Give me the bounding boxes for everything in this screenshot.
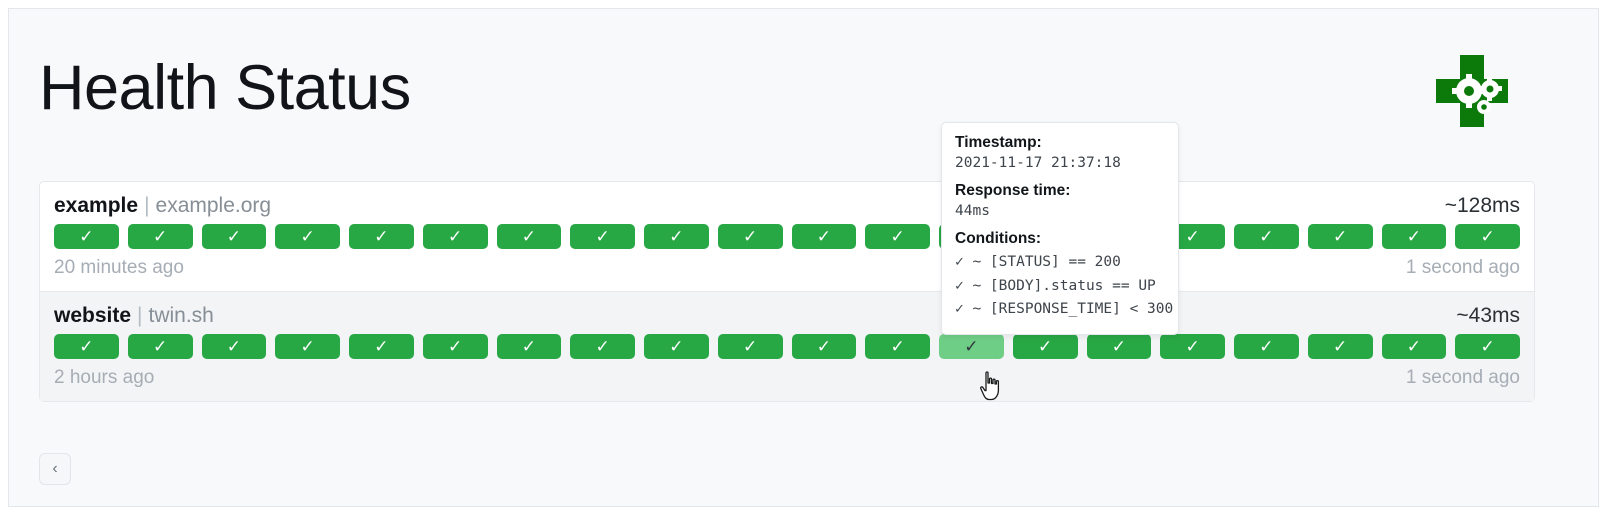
- newest-check-label: 1 second ago: [1405, 367, 1520, 388]
- status-bar[interactable]: ✓: [717, 224, 783, 249]
- tooltip-response-time-value: 44ms: [955, 203, 990, 219]
- status-bar[interactable]: ✓: [201, 224, 267, 249]
- status-bar[interactable]: ✓: [275, 334, 340, 359]
- status-bar[interactable]: ✓: [1307, 224, 1373, 249]
- endpoint-host: example.org: [155, 194, 272, 217]
- chevron-left-icon: ‹: [52, 460, 58, 477]
- tooltip-timestamp-label: Timestamp:: [955, 134, 1042, 151]
- health-status-page: Health Status: [8, 8, 1599, 507]
- status-bar[interactable]: ✓: [54, 334, 119, 359]
- endpoint-row-example: example | example.org ~128ms ✓ ✓ ✓ ✓ ✓ ✓ ✓…: [40, 182, 1534, 291]
- status-bar[interactable]: ✓: [349, 224, 414, 249]
- status-bar[interactable]: ✓: [1234, 334, 1299, 359]
- status-bar[interactable]: ✓: [1381, 224, 1447, 249]
- status-bar-hovered[interactable]: ✓: [939, 334, 1004, 359]
- endpoint-name: example: [54, 194, 139, 217]
- status-bar[interactable]: ✓: [644, 334, 709, 359]
- status-bar[interactable]: ✓: [1455, 334, 1520, 359]
- status-bar-group: ✓ ✓ ✓ ✓ ✓ ✓ ✓ ✓ ✓ ✓ ✓ ✓ ✓ ✓ ✓ ✓ ✓ ✓ ✓ ✓: [54, 224, 1520, 249]
- page-header: Health Status: [39, 37, 1568, 147]
- status-bar[interactable]: ✓: [127, 334, 193, 359]
- status-bar[interactable]: ✓: [275, 224, 340, 249]
- tooltip-response-time-label: Response time:: [955, 182, 1071, 199]
- endpoint-host: twin.sh: [148, 304, 214, 327]
- status-bar[interactable]: ✓: [865, 334, 930, 359]
- status-bar[interactable]: ✓: [1234, 224, 1299, 249]
- tooltip-condition: ✓ ~ [BODY].status == UP: [955, 277, 1156, 294]
- status-bar[interactable]: ✓: [791, 224, 857, 249]
- endpoint-separator: |: [144, 194, 150, 217]
- tooltip-timestamp-value: 2021-11-17 21:37:18: [955, 155, 1121, 171]
- green-cross-gears-logo: [1424, 49, 1520, 145]
- endpoint-footer: 2 hours ago 1 second ago: [54, 367, 1520, 391]
- status-bar[interactable]: ✓: [717, 334, 783, 359]
- status-bar[interactable]: ✓: [644, 224, 709, 249]
- endpoint-response-time: ~43ms: [1456, 304, 1520, 327]
- previous-page-button[interactable]: ‹: [39, 453, 71, 485]
- status-bar-group: ✓ ✓ ✓ ✓ ✓ ✓ ✓ ✓ ✓ ✓ ✓ ✓ ✓ ✓ ✓ ✓ ✓ ✓ ✓ ✓: [54, 334, 1520, 359]
- status-bar[interactable]: ✓: [496, 224, 562, 249]
- endpoint-name: website: [54, 304, 132, 327]
- status-bar[interactable]: ✓: [1307, 334, 1373, 359]
- endpoint-header: example | example.org ~128ms: [54, 194, 1520, 220]
- status-bar[interactable]: ✓: [1086, 334, 1152, 359]
- status-bar[interactable]: ✓: [865, 224, 930, 249]
- status-bar[interactable]: ✓: [201, 334, 267, 359]
- page-title: Health Status: [39, 53, 411, 123]
- status-bar[interactable]: ✓: [422, 224, 488, 249]
- endpoint-header: website | twin.sh ~43ms: [54, 304, 1520, 330]
- pagination: ‹: [39, 453, 71, 485]
- status-tooltip: Timestamp: 2021-11-17 21:37:18 Response …: [941, 122, 1179, 335]
- status-bar[interactable]: ✓: [1012, 334, 1078, 359]
- tooltip-conditions-label: Conditions:: [955, 230, 1042, 247]
- endpoint-footer: 20 minutes ago 1 second ago: [54, 257, 1520, 281]
- endpoint-response-time: ~128ms: [1444, 194, 1520, 217]
- status-bar[interactable]: ✓: [570, 224, 635, 249]
- status-bar[interactable]: ✓: [127, 224, 193, 249]
- status-bar[interactable]: ✓: [496, 334, 562, 359]
- tooltip-condition: ✓ ~ [STATUS] == 200: [955, 254, 1121, 270]
- status-bar[interactable]: ✓: [570, 334, 635, 359]
- endpoint-separator: |: [137, 304, 143, 327]
- oldest-check-label: 2 hours ago: [54, 367, 155, 388]
- endpoint-list: example | example.org ~128ms ✓ ✓ ✓ ✓ ✓ ✓ ✓…: [39, 181, 1535, 402]
- status-bar[interactable]: ✓: [349, 334, 414, 359]
- newest-check-label: 1 second ago: [1405, 257, 1520, 278]
- status-bar[interactable]: ✓: [54, 224, 119, 249]
- oldest-check-label: 20 minutes ago: [54, 257, 184, 278]
- status-bar[interactable]: ✓: [422, 334, 488, 359]
- status-bar[interactable]: ✓: [1455, 224, 1520, 249]
- status-bar[interactable]: ✓: [1381, 334, 1447, 359]
- endpoint-row-website: website | twin.sh ~43ms ✓ ✓ ✓ ✓ ✓ ✓ ✓ ✓ ✓ …: [40, 291, 1534, 401]
- status-bar[interactable]: ✓: [791, 334, 857, 359]
- tooltip-condition: ✓ ~ [RESPONSE_TIME] < 300: [955, 301, 1174, 318]
- status-bar[interactable]: ✓: [1160, 334, 1225, 359]
